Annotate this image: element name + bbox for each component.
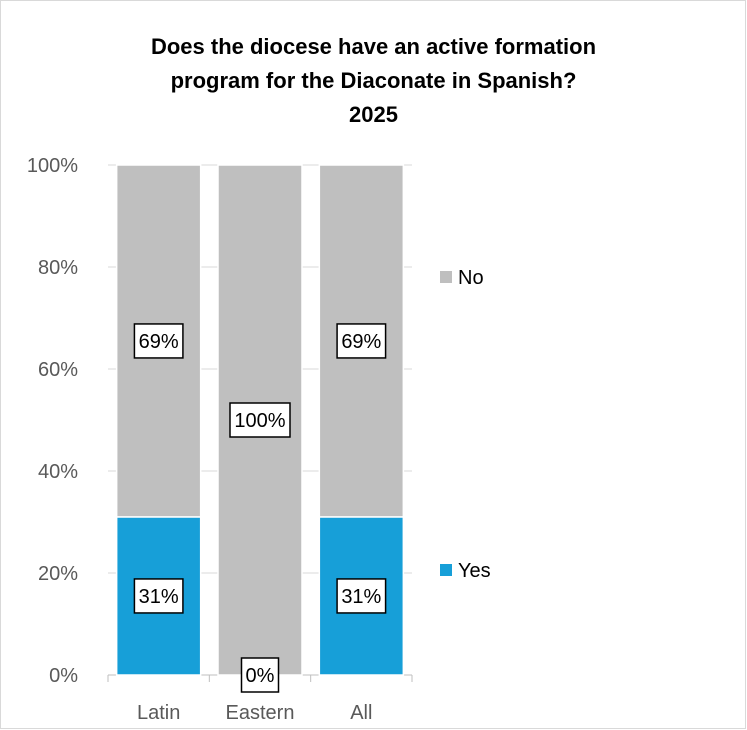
data-label-no-eastern: 100% [234,410,285,432]
data-label-box [336,578,387,614]
data-label-yes-eastern: 0% [246,665,275,687]
legend-swatch-no [440,271,452,283]
y-tick-label: 100% [27,155,78,177]
chart-title: Does the diocese have an active formatio… [0,30,747,132]
legend-label-yes: Yes [458,560,491,582]
data-label-box [133,323,184,359]
chart-title-line-2: program for the Diaconate in Spanish? [170,68,577,93]
data-label-no-latin: 69% [139,331,179,353]
legend-swatch-yes [440,564,452,576]
y-tick-label: 40% [38,461,78,483]
data-label-yes-all: 31% [341,586,381,608]
x-tick-label: All [350,702,372,724]
data-label-box [336,323,387,359]
data-label-yes-latin: 31% [139,586,179,608]
chart-title-line-1: Does the diocese have an active formatio… [150,34,597,59]
data-label-box [229,402,291,438]
y-tick-label: 0% [49,665,78,687]
y-tick-label: 20% [38,563,78,585]
y-tick-label: 60% [38,359,78,381]
data-label-box [240,657,280,693]
x-tick-label: Latin [137,702,180,724]
y-tick-label: 80% [38,257,78,279]
chart-title-line-3: 2025 [349,102,398,127]
data-label-box [133,578,184,614]
x-tick-label: Eastern [226,702,295,724]
legend-label-no: No [458,267,484,289]
data-label-no-all: 69% [341,331,381,353]
